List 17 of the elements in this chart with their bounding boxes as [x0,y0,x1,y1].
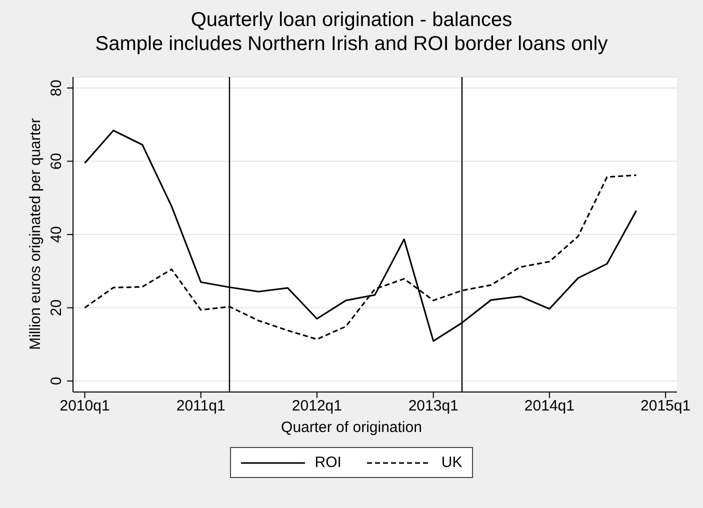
x-tick-label: 2012q1 [292,398,342,415]
x-tick-label: 2015q1 [640,398,691,415]
chart-title: Quarterly loan origination - balances [190,8,514,32]
y-tick-label: 20 [48,299,65,316]
x-tick-label: 2014q1 [524,398,574,415]
y-tick-label: 80 [48,80,65,96]
y-axis-title: Million euros originated per quarter [27,117,45,352]
x-tick-label: 2010q1 [60,398,110,415]
legend-label: ROI [314,454,342,471]
x-tick-label: 2013q1 [408,398,458,415]
y-tick-label: 60 [48,152,65,170]
x-tick-label: 2011q1 [176,398,226,415]
legend-label: UK [441,454,462,471]
x-axis-title: Quarter of origination [280,419,423,436]
chart-subtitle: Sample includes Northern Irish and ROI border loans only [94,32,609,56]
y-tick-label: 40 [48,226,65,243]
y-tick-label: 0 [48,376,65,386]
